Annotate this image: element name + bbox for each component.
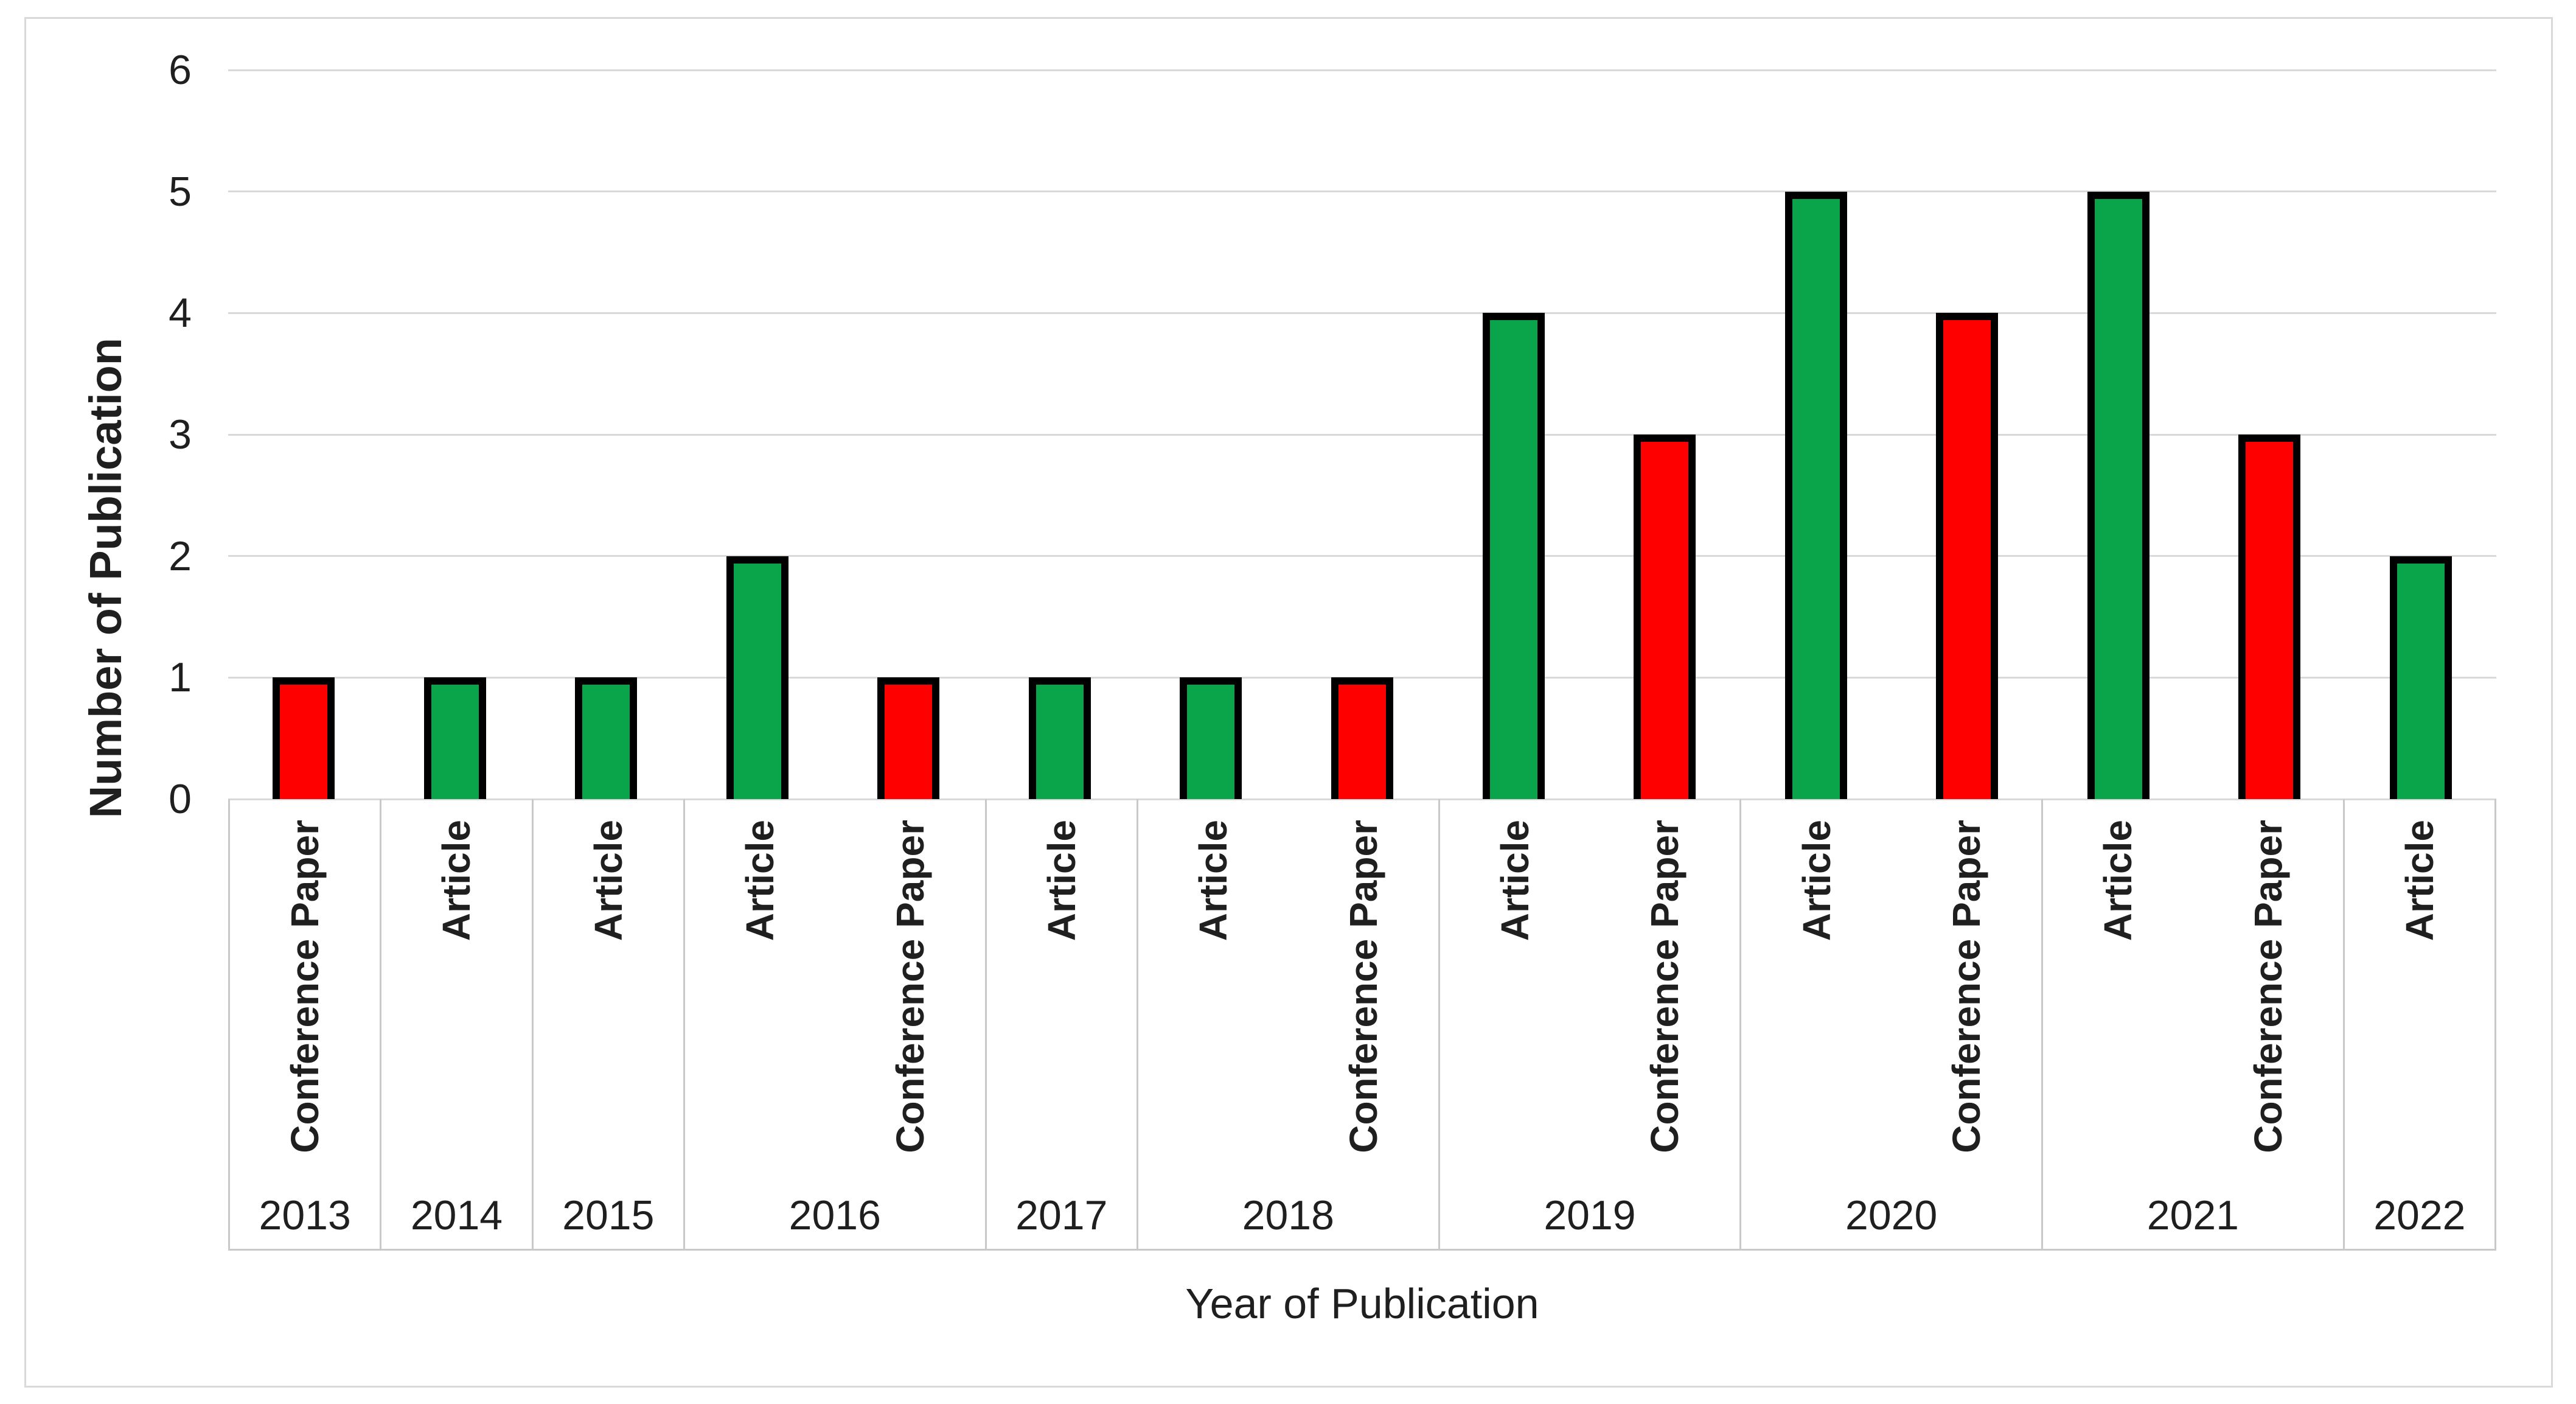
gridline-4 xyxy=(228,312,2496,314)
year-group-2015: Article 2015 xyxy=(531,799,683,1249)
gridline-0 xyxy=(228,798,2496,800)
category-label: Article xyxy=(2096,820,2140,941)
category-label: Conference Paper xyxy=(888,820,932,1153)
y-tick-label-5: 5 xyxy=(169,168,192,215)
bar-2015-article xyxy=(575,677,638,799)
category-cell: Article xyxy=(1741,799,1891,1249)
year-group-2016: Article Conference Paper 2016 xyxy=(683,799,985,1249)
bar-2016-conference-paper xyxy=(877,677,940,799)
category-cell: Conference Paper xyxy=(1288,799,1438,1249)
category-cell: Article xyxy=(685,799,835,1249)
category-label: Article xyxy=(2397,820,2442,941)
bar-2019-conference-paper xyxy=(1634,435,1696,799)
y-tick-label-2: 2 xyxy=(169,533,192,579)
year-label-2019: 2019 xyxy=(1544,1192,1636,1238)
year-group-2013: Conference Paper 2013 xyxy=(228,799,380,1249)
category-cell: Conference Paper xyxy=(1590,799,1739,1249)
category-cell: Article xyxy=(2043,799,2193,1249)
category-label: Article xyxy=(738,820,782,941)
category-label: Article xyxy=(434,820,479,941)
bar-2022-article xyxy=(2389,556,2452,799)
year-label-2015: 2015 xyxy=(562,1192,655,1238)
chart-frame xyxy=(24,17,2553,1388)
x-axis-category-band: Conference Paper 2013 Article 2014 Article 20… xyxy=(228,799,2496,1251)
category-cell: Article xyxy=(987,799,1137,1249)
plot-area xyxy=(228,69,2496,800)
gridline-2 xyxy=(228,555,2496,557)
gridline-3 xyxy=(228,433,2496,436)
year-label-2020: 2020 xyxy=(1845,1192,1938,1238)
gridline-6 xyxy=(228,69,2496,71)
category-label: Article xyxy=(1191,820,1236,941)
year-label-2021: 2021 xyxy=(2146,1192,2239,1238)
category-label: Article xyxy=(586,820,630,941)
y-tick-label-3: 3 xyxy=(169,411,192,458)
y-tick-label-1: 1 xyxy=(169,654,192,701)
bar-2020-article xyxy=(1784,191,1847,799)
category-label: Article xyxy=(1794,820,1839,941)
category-label: Conference Paper xyxy=(1643,820,1687,1153)
year-group-2022: Article 2022 xyxy=(2342,799,2496,1249)
bar-2018-conference-paper xyxy=(1331,677,1393,799)
bar-2017-article xyxy=(1028,677,1091,799)
bar-2013-conference-paper xyxy=(273,677,335,799)
year-group-2018: Article Conference Paper 2018 xyxy=(1136,799,1438,1249)
bar-2021-conference-paper xyxy=(2238,435,2301,799)
year-label-2013: 2013 xyxy=(259,1192,351,1238)
category-cell: Article xyxy=(1138,799,1288,1249)
bar-2014-article xyxy=(423,677,486,799)
bar-2019-article xyxy=(1482,313,1545,799)
gridline-1 xyxy=(228,676,2496,679)
x-axis-title: Year of Publication xyxy=(1185,1280,1539,1327)
category-cell: Article xyxy=(381,799,531,1249)
year-label-2017: 2017 xyxy=(1015,1192,1108,1238)
category-label: Article xyxy=(1039,820,1084,941)
category-label: Conference Paper xyxy=(283,820,327,1153)
category-cell: Conference Paper xyxy=(835,799,984,1249)
year-group-2019: Article Conference Paper 2019 xyxy=(1438,799,1740,1249)
y-tick-label-6: 6 xyxy=(169,47,192,93)
year-label-2018: 2018 xyxy=(1242,1192,1334,1238)
category-cell: Article xyxy=(1440,799,1590,1249)
year-label-2014: 2014 xyxy=(410,1192,503,1238)
gridline-5 xyxy=(228,190,2496,193)
category-cell: Conference Paper xyxy=(230,799,380,1249)
category-label: Article xyxy=(1492,820,1537,941)
bar-2020-conference-paper xyxy=(1936,313,1999,799)
category-cell: Article xyxy=(534,799,683,1249)
category-cell: Article xyxy=(2345,799,2494,1249)
category-label: Conference Paper xyxy=(1341,820,1385,1153)
year-group-2020: Article Conference Paper 2020 xyxy=(1739,799,2041,1249)
y-tick-label-0: 0 xyxy=(169,776,192,822)
category-label: Conference Paper xyxy=(1944,820,1988,1153)
bar-2018-article xyxy=(1180,677,1242,799)
category-label: Conference Paper xyxy=(2246,820,2290,1153)
year-label-2022: 2022 xyxy=(2373,1192,2466,1238)
category-cell: Conference Paper xyxy=(2193,799,2342,1249)
y-tick-label-4: 4 xyxy=(169,290,192,337)
bar-2016-article xyxy=(726,556,788,799)
year-group-2014: Article 2014 xyxy=(380,799,531,1249)
year-label-2016: 2016 xyxy=(788,1192,881,1238)
year-group-2021: Article Conference Paper 2021 xyxy=(2041,799,2343,1249)
bar-2021-article xyxy=(2087,191,2150,799)
category-cell: Conference Paper xyxy=(1892,799,2041,1249)
year-group-2017: Article 2017 xyxy=(984,799,1137,1249)
